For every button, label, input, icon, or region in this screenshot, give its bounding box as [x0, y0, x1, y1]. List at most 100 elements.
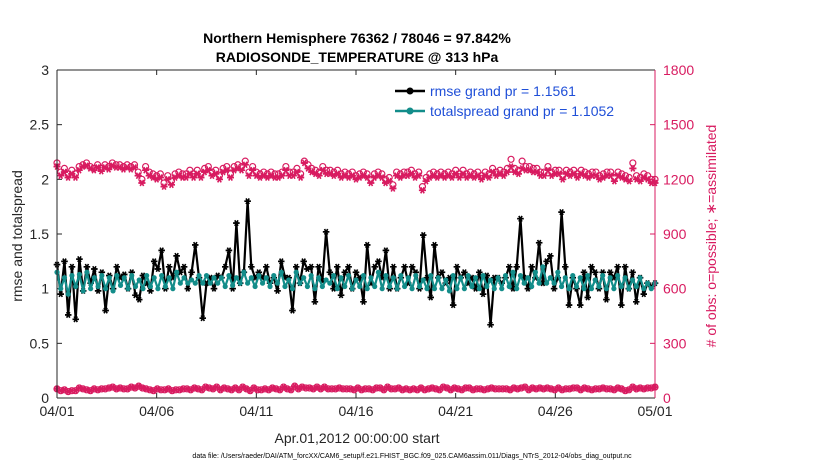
- totalspread-marker: [581, 286, 587, 292]
- obs-assimilated-marker: [503, 168, 511, 176]
- totalspread-marker: [626, 286, 632, 292]
- totalspread-marker: [416, 283, 423, 290]
- obs-assimilated-marker: [533, 168, 541, 176]
- obs-assimilated-marker: [507, 163, 515, 171]
- rmse-marker: [449, 301, 457, 309]
- totalspread-marker: [428, 272, 434, 279]
- totalspread-marker: [532, 269, 539, 275]
- totalspread-marker: [330, 272, 337, 279]
- rmse-marker: [640, 290, 647, 298]
- y-right-tick-label: 1500: [663, 117, 694, 133]
- totalspread-marker: [510, 269, 516, 275]
- totalspread-marker: [480, 272, 486, 279]
- totalspread-marker: [592, 277, 598, 283]
- y-right-tick-label: 1200: [663, 171, 694, 187]
- totalspread-marker: [226, 272, 232, 279]
- totalspread-marker: [76, 271, 83, 278]
- obs-assimilated-marker: [610, 177, 618, 185]
- rmse-marker: [461, 269, 468, 276]
- totalspread-marker: [536, 280, 542, 286]
- totalspread-marker: [521, 280, 527, 286]
- totalspread-marker: [215, 280, 221, 286]
- rmse-marker: [274, 287, 281, 295]
- totalspread-marker: [312, 286, 318, 292]
- obs-assimilated-marker: [559, 175, 567, 183]
- obs-assimilated-marker: [57, 172, 65, 180]
- totalspread-marker: [129, 272, 135, 279]
- obs-assimilated-marker: [422, 177, 430, 185]
- totalspread-marker: [476, 286, 482, 292]
- rmse-marker: [506, 263, 513, 270]
- obs-assimilated-marker: [190, 174, 198, 181]
- totalspread-marker: [110, 288, 116, 294]
- obs-assimilated-marker: [97, 167, 105, 175]
- totalspread-marker: [629, 277, 636, 283]
- totalspread-marker: [499, 286, 505, 292]
- totalspread-marker: [585, 272, 591, 279]
- totalspread-marker: [233, 275, 239, 281]
- totalspread-marker: [633, 283, 639, 290]
- rmse-marker: [420, 231, 427, 239]
- totalspread-marker: [106, 275, 112, 281]
- obs-assimilated-marker: [315, 172, 323, 180]
- y-right-tick-label: 900: [663, 226, 687, 242]
- totalspread-marker: [458, 275, 464, 281]
- x-tick-label: 04/06: [139, 403, 174, 419]
- totalspread-marker: [338, 275, 344, 281]
- totalspread-marker: [372, 283, 378, 290]
- data-file-footnote: data file: /Users/raeder/DAI/ATM_forcXX/…: [192, 453, 632, 460]
- obs-assimilated-marker: [204, 166, 212, 174]
- rmse-marker: [311, 298, 319, 305]
- plot-background: [57, 70, 655, 398]
- rmse-marker: [618, 301, 625, 309]
- rmse-marker: [614, 263, 621, 270]
- totalspread-marker: [409, 286, 415, 292]
- obs-assimilated-marker: [167, 181, 175, 189]
- rmse-marker: [150, 258, 158, 265]
- totalspread-marker: [334, 286, 340, 292]
- obs-possible-marker: [518, 157, 526, 165]
- y-right-tick-label: 300: [663, 335, 687, 351]
- obs-assimilated-marker: [455, 174, 463, 181]
- rmse-marker: [341, 269, 348, 276]
- y-axis-label-right: # of obs: o=possible; ∗=assimilated: [703, 125, 719, 348]
- totalspread-marker: [80, 288, 86, 294]
- obs-assimilated-marker: [212, 170, 220, 178]
- rmse-marker: [352, 269, 360, 276]
- totalspread-marker: [566, 286, 572, 292]
- rmse-marker: [427, 294, 434, 301]
- totalspread-marker: [529, 283, 535, 290]
- obs-assimilated-marker: [452, 170, 460, 178]
- obs-assimilated-marker: [448, 174, 456, 181]
- totalspread-marker: [316, 275, 322, 281]
- totalspread-marker: [353, 277, 359, 283]
- rmse-marker: [300, 258, 307, 265]
- rmse-marker: [431, 241, 438, 249]
- totalspread-marker: [61, 275, 68, 281]
- rmse-marker: [408, 263, 416, 270]
- obs-assimilated-marker: [278, 172, 286, 180]
- totalspread-marker: [304, 283, 311, 290]
- totalspread-marker: [349, 286, 355, 292]
- obs-assimilated-marker: [555, 170, 563, 178]
- obs-assimilated-marker: [190, 384, 198, 392]
- rmse-marker: [322, 228, 330, 235]
- rmse-marker: [558, 208, 565, 216]
- obs-assimilated-marker: [304, 164, 312, 172]
- rmse-marker: [132, 292, 139, 299]
- obs-assimilated-marker: [644, 175, 652, 183]
- rmse-marker: [543, 258, 550, 265]
- totalspread-marker: [555, 269, 561, 275]
- totalspread-marker: [293, 269, 299, 275]
- totalspread-marker: [398, 272, 404, 279]
- obs-assimilated-marker: [459, 170, 467, 178]
- rmse-marker: [57, 290, 64, 298]
- y-left-tick-label: 3: [41, 62, 49, 78]
- chart-legend: rmse grand pr = 1.1561 totalspread grand…: [392, 78, 652, 120]
- totalspread-marker: [259, 280, 266, 286]
- totalspread-marker: [271, 272, 277, 279]
- totalspread-marker: [379, 286, 385, 292]
- obs-assimilated-marker: [367, 179, 375, 187]
- totalspread-marker: [88, 286, 94, 292]
- totalspread-marker: [230, 282, 236, 288]
